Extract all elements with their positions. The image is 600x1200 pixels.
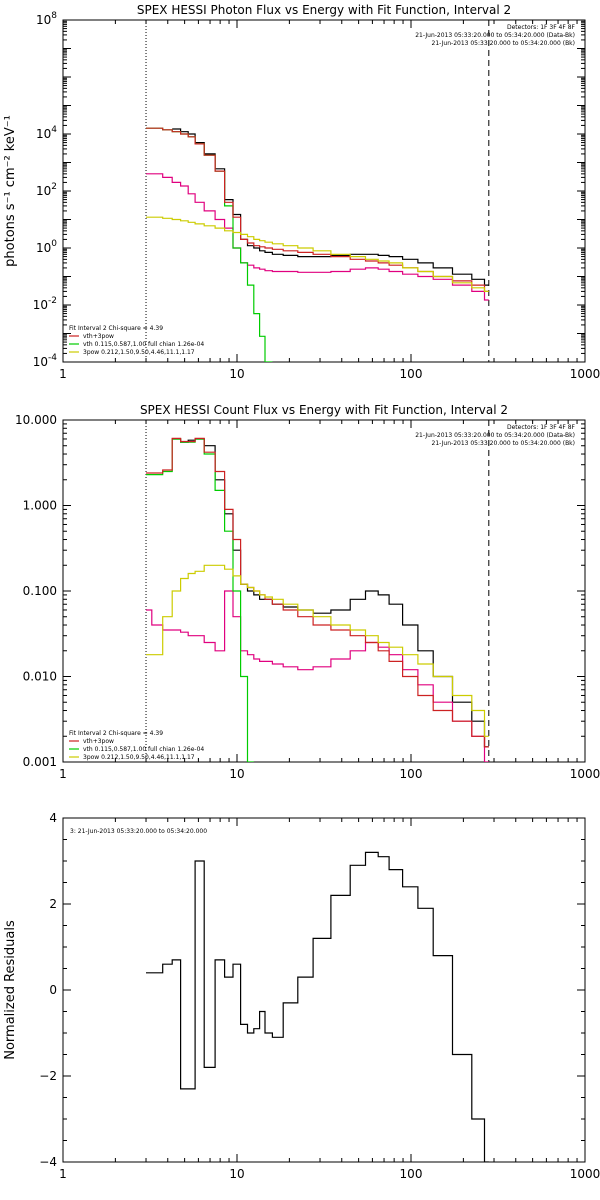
series-line xyxy=(146,216,489,292)
x-tick-label: 1000 xyxy=(570,1167,600,1181)
legend-text: Detectors: 1F 3F 4F 8F xyxy=(507,24,576,31)
x-tick-label: 10 xyxy=(229,1167,244,1181)
series-1 xyxy=(146,173,489,301)
series-line xyxy=(146,173,489,301)
legend-text: 3pow 0.212,1.50,9.50,4.46,11.1,1.17 xyxy=(83,754,195,761)
y-tick-label: −2 xyxy=(39,1069,57,1083)
chart-title: SPEX HESSI Count Flux vs Energy with Fit… xyxy=(140,403,508,417)
legend-text: Detectors: 1F 3F 4F 8F xyxy=(507,424,576,431)
legend-text: 21-Jun-2013 05:33:20.000 to 05:34:20.000… xyxy=(415,432,575,439)
series-line xyxy=(172,128,489,286)
x-tick-label: 10 xyxy=(229,367,244,381)
y-tick-label: −4 xyxy=(39,1155,57,1169)
y-tick-label: 108 xyxy=(36,11,57,27)
series-line xyxy=(146,851,489,1162)
legend-text: Fit Interval 2 Chi-square = 4.39 xyxy=(69,730,163,737)
legend-text: 3: 21-Jun-2013 05:33:20.000 to 05:34:20.… xyxy=(70,828,207,835)
series-4 xyxy=(146,564,489,737)
x-tick-label: 100 xyxy=(400,367,423,381)
chart-panel-0: SPEX HESSI Photon Flux vs Energy with Fi… xyxy=(3,3,600,381)
legend-text: vth 0.115,0.587,1.00 full chian 1.26e-04 xyxy=(83,746,204,753)
y-tick-label: 2 xyxy=(49,897,57,911)
x-tick-label: 1 xyxy=(59,367,67,381)
series-line xyxy=(146,590,489,762)
x-tick-label: 1000 xyxy=(570,367,600,381)
series-line xyxy=(146,564,489,737)
series-1 xyxy=(146,590,489,762)
y-tick-label: 0.010 xyxy=(23,670,57,684)
y-tick-label: 0.100 xyxy=(23,584,57,598)
x-tick-label: 100 xyxy=(400,1167,423,1181)
y-tick-label: 102 xyxy=(36,182,57,198)
legend-text: vth+3pow xyxy=(83,738,114,745)
series-3 xyxy=(146,437,489,748)
series-0 xyxy=(146,851,489,1162)
legend-text: 3pow 0.212,1.50,9.50,4.46,11.1,1.17 xyxy=(83,349,195,356)
legend-text: vth+3pow xyxy=(83,333,114,340)
y-tick-label: 10.000 xyxy=(15,413,57,427)
x-tick-label: 100 xyxy=(400,767,423,781)
x-tick-label: 1 xyxy=(59,1167,67,1181)
y-tick-label: 10-4 xyxy=(33,353,58,369)
legend-text: 21-Jun-2013 05:33:20.000 to 05:34:20.000… xyxy=(432,40,575,47)
y-axis-label: photons s⁻¹ cm⁻² keV⁻¹ xyxy=(3,115,18,267)
x-tick-label: 1000 xyxy=(570,767,600,781)
series-0 xyxy=(172,128,489,286)
y-tick-label: 10-2 xyxy=(33,296,57,312)
y-tick-label: 4 xyxy=(49,811,57,825)
y-tick-label: 104 xyxy=(36,125,57,141)
y-tick-label: 1.000 xyxy=(23,499,57,513)
legend-text: 21-Jun-2013 05:33:20.000 to 05:34:20.000… xyxy=(432,440,575,447)
series-4 xyxy=(146,216,489,292)
chart-panel-1: SPEX HESSI Count Flux vs Energy with Fit… xyxy=(15,403,600,781)
legend-text: vth 0.115,0.587,1.00 full chian 1.26e-04 xyxy=(83,341,204,348)
legend-text: Fit Interval 2 Chi-square = 4.39 xyxy=(69,325,163,332)
chart-panel-2: 1 10 100 1000 −4 −2 0 2 4 Normalized Residuals 3: … xyxy=(3,811,600,1181)
y-tick-label: 0 xyxy=(49,983,57,997)
series-line xyxy=(146,437,489,748)
chart-title: SPEX HESSI Photon Flux vs Energy with Fi… xyxy=(137,3,511,17)
x-tick-label: 1 xyxy=(59,767,67,781)
y-tick-label: 0.001 xyxy=(23,755,57,769)
x-tick-label: 10 xyxy=(229,767,244,781)
y-tick-label: 100 xyxy=(36,239,57,255)
y-axis-label: Normalized Residuals xyxy=(3,920,18,1060)
legend-text: 21-Jun-2013 05:33:20.000 to 05:34:20.000… xyxy=(415,32,575,39)
